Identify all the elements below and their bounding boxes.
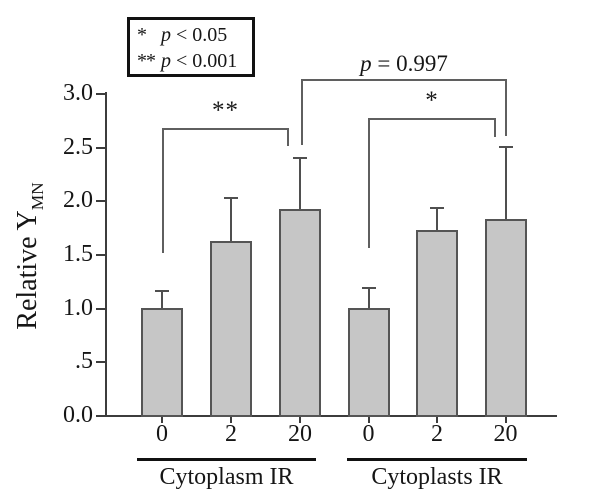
bracket-0-right <box>287 128 289 146</box>
x-tick-1 <box>230 417 232 423</box>
p-variable: p <box>161 24 171 46</box>
group-underline-0 <box>137 458 316 461</box>
group-label-0: Cytoplasm IR <box>159 464 294 490</box>
x-tick-2 <box>299 417 301 423</box>
x-tick-5 <box>504 417 507 423</box>
y-axis-line <box>105 92 107 417</box>
error-cap-3 <box>361 287 376 290</box>
y-tick-6 <box>96 415 105 417</box>
y-tick-5 <box>96 361 105 364</box>
group-underline-1 <box>347 458 527 461</box>
error-cap-0 <box>155 290 169 293</box>
error-bar-1 <box>230 197 232 242</box>
significance-star: * <box>137 24 147 46</box>
p-variable: p <box>360 50 372 76</box>
bracket-1-label: * <box>425 86 439 114</box>
x-axis-line <box>105 415 557 417</box>
legend-line-2: ** p < 0.001 <box>137 48 252 74</box>
legend-line-1: * p < 0.05 <box>137 22 252 48</box>
y-tick-4 <box>96 307 105 310</box>
p-variable: p <box>161 50 171 72</box>
bracket-2-top <box>301 79 507 81</box>
y-tick-label-4: 1.0 <box>63 294 93 321</box>
y-tick-label-5: .5 <box>75 348 93 375</box>
legend-box: * p < 0.05 ** p < 0.001 <box>127 17 255 77</box>
bar-2 <box>279 208 321 417</box>
y-tick-2 <box>96 200 105 203</box>
bracket-0-label: ** <box>212 96 239 124</box>
error-bar-3 <box>367 287 370 308</box>
y-tick-label-3: 1.5 <box>63 240 93 267</box>
error-cap-2 <box>293 157 307 160</box>
error-cap-4 <box>430 206 444 209</box>
bar-3 <box>347 307 390 417</box>
error-bar-5 <box>504 145 507 219</box>
x-tick-4 <box>436 417 438 423</box>
y-tick-label-2: 2.0 <box>63 187 93 214</box>
x-tick-label-1: 2 <box>225 421 237 447</box>
bracket-2-label: p = 0.997 <box>360 50 448 76</box>
p-threshold: < 0.05 <box>171 24 228 46</box>
bracket-1-top <box>368 118 496 120</box>
y-tick-label-6: 0.0 <box>63 401 93 428</box>
group-label-1: Cytoplasts IR <box>371 464 503 490</box>
y-tick-1 <box>96 146 105 149</box>
y-tick-3 <box>96 254 105 256</box>
x-tick-label-5: 20 <box>493 421 518 447</box>
bracket-0-top <box>162 128 289 130</box>
x-tick-label-3: 0 <box>362 421 375 447</box>
x-tick-0 <box>161 417 163 423</box>
significance-star: ** <box>137 50 156 72</box>
bar-0 <box>141 307 183 417</box>
error-bar-4 <box>436 206 438 231</box>
y-tick-0 <box>96 93 105 95</box>
y-tick-label-0: 3.0 <box>63 79 93 106</box>
error-bar-2 <box>299 157 301 209</box>
x-tick-label-4: 2 <box>431 421 443 447</box>
p-threshold: < 0.001 <box>171 50 238 72</box>
error-cap-5 <box>498 145 513 148</box>
x-tick-label-0: 0 <box>156 421 168 447</box>
bracket-2-left <box>301 79 303 145</box>
error-cap-1 <box>224 197 238 200</box>
bracket-2-right <box>505 79 507 136</box>
bracket-1-right <box>494 118 496 137</box>
y-tick-label-1: 2.5 <box>63 133 93 160</box>
bar-1 <box>210 241 252 417</box>
x-tick-3 <box>367 417 370 423</box>
x-tick-label-2: 20 <box>288 421 312 447</box>
error-bar-0 <box>161 290 163 308</box>
bracket-0-left <box>162 128 164 253</box>
bar-5 <box>484 218 527 417</box>
bar-4 <box>416 230 458 417</box>
bracket-1-left <box>368 118 370 248</box>
